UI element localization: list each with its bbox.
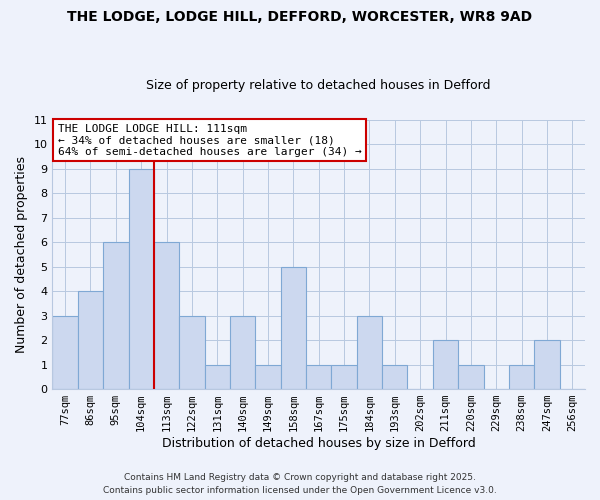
Bar [103,242,128,389]
Bar [433,340,458,389]
Bar [52,316,78,389]
Bar [357,316,382,389]
Y-axis label: Number of detached properties: Number of detached properties [15,156,28,353]
Bar [281,266,306,389]
Bar [78,291,103,389]
Bar [458,364,484,389]
X-axis label: Distribution of detached houses by size in Defford: Distribution of detached houses by size … [162,437,476,450]
Text: THE LODGE LODGE HILL: 111sqm
← 34% of detached houses are smaller (18)
64% of se: THE LODGE LODGE HILL: 111sqm ← 34% of de… [58,124,361,157]
Title: Size of property relative to detached houses in Defford: Size of property relative to detached ho… [146,79,491,92]
Bar [128,168,154,389]
Bar [154,242,179,389]
Bar [534,340,560,389]
Bar [382,364,407,389]
Bar [230,316,256,389]
Bar [205,364,230,389]
Bar [179,316,205,389]
Bar [331,364,357,389]
Bar [256,364,281,389]
Bar [306,364,331,389]
Bar [509,364,534,389]
Text: Contains HM Land Registry data © Crown copyright and database right 2025.
Contai: Contains HM Land Registry data © Crown c… [103,474,497,495]
Text: THE LODGE, LODGE HILL, DEFFORD, WORCESTER, WR8 9AD: THE LODGE, LODGE HILL, DEFFORD, WORCESTE… [67,10,533,24]
